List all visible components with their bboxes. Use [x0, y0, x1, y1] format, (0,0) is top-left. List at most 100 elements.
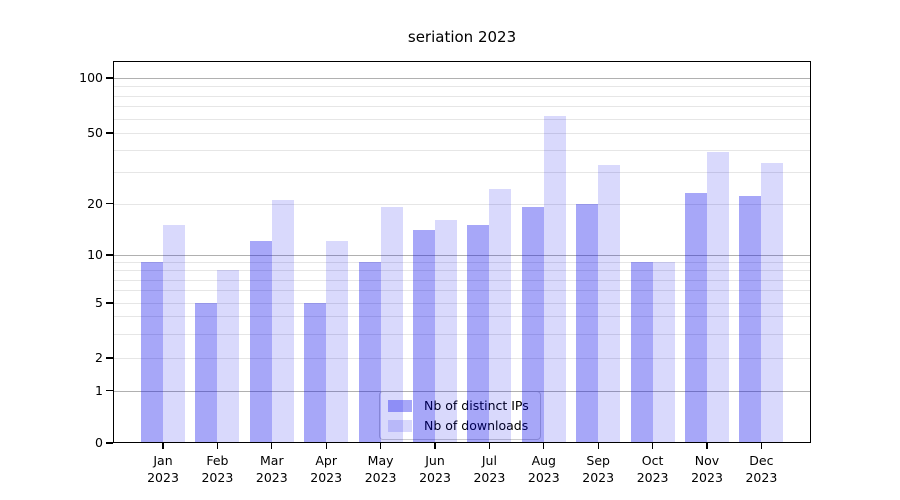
- x-tick-mark: [380, 443, 382, 449]
- x-tick-year: 2023: [745, 470, 778, 485]
- gridline-minor: [114, 150, 810, 152]
- bar-distinct-ips-nov: [685, 192, 707, 442]
- y-tick-label: 50: [87, 125, 103, 140]
- bar-downloads-dec: [761, 162, 784, 442]
- y-tick-label: 2: [95, 350, 103, 365]
- x-tick-mark: [162, 443, 164, 449]
- gridline-minor: [114, 95, 810, 97]
- y-tick-mark: [106, 132, 113, 134]
- x-tick-label-mar: Mar 2023: [242, 452, 302, 486]
- x-tick-mark: [652, 443, 654, 449]
- x-tick-mark: [597, 443, 599, 449]
- legend: Nb of distinct IPs Nb of downloads: [379, 391, 541, 440]
- gridline-minor: [114, 203, 810, 205]
- x-tick-month: Nov: [694, 453, 720, 468]
- x-tick-label-feb: Feb 2023: [187, 452, 247, 486]
- x-tick-label-jan: Jan 2023: [133, 452, 193, 486]
- x-tick-month: Jan: [153, 453, 173, 468]
- x-tick-month: Sep: [586, 453, 610, 468]
- bar-downloads-sep: [598, 164, 621, 442]
- plot-area: Nb of distinct IPs Nb of downloads: [113, 61, 811, 443]
- x-tick-label-apr: Apr 2023: [296, 452, 356, 486]
- bar-downloads-apr: [326, 241, 349, 442]
- bar-downloads-may: [380, 207, 403, 442]
- x-tick-year: 2023: [364, 470, 397, 485]
- x-tick-mark: [271, 443, 273, 449]
- x-tick-year: 2023: [582, 470, 615, 485]
- x-tick-month: Apr: [315, 453, 337, 468]
- gridline-minor: [114, 106, 810, 108]
- gridline-minor: [114, 133, 810, 134]
- bar-downloads-jun: [435, 220, 457, 442]
- bar-downloads-jan: [163, 224, 185, 442]
- x-tick-mark: [216, 443, 218, 449]
- bar-distinct-ips-feb: [195, 303, 218, 442]
- legend-label-distinct-ips: Nb of distinct IPs: [424, 398, 529, 413]
- y-tick-mark: [106, 357, 113, 359]
- y-tick-label: 1: [95, 382, 103, 398]
- gridline-minor: [114, 316, 810, 318]
- x-tick-year: 2023: [527, 470, 560, 485]
- y-tick-mark: [106, 389, 113, 392]
- bar-distinct-ips-aug: [521, 207, 544, 442]
- x-tick-month: Oct: [641, 453, 664, 468]
- y-tick-mark: [106, 442, 113, 444]
- x-tick-month: Jun: [425, 453, 445, 468]
- legend-swatch-distinct-ips: [388, 399, 412, 412]
- bar-distinct-ips-jan: [141, 262, 163, 442]
- x-tick-label-jun: Jun 2023: [405, 452, 465, 486]
- x-tick-mark: [760, 443, 762, 449]
- gridline-minor: [114, 172, 810, 174]
- x-tick-year: 2023: [419, 470, 451, 485]
- gridline-minor: [114, 333, 810, 335]
- gridline-major: [114, 255, 810, 256]
- bar-distinct-ips-oct: [630, 262, 653, 442]
- x-tick-month: Dec: [749, 453, 774, 468]
- legend-label-downloads: Nb of downloads: [424, 418, 529, 433]
- gridline-minor: [114, 290, 810, 292]
- x-tick-month: Mar: [260, 453, 284, 468]
- x-tick-month: Aug: [531, 453, 556, 468]
- y-tick-mark: [106, 202, 113, 205]
- gridline-major: [114, 78, 810, 79]
- x-tick-label-dec: Dec 2023: [731, 452, 791, 486]
- x-tick-year: 2023: [473, 470, 506, 485]
- y-tick-label: 5: [95, 295, 103, 310]
- bar-distinct-ips-may: [358, 262, 381, 442]
- x-tick-mark: [325, 443, 327, 449]
- x-tick-year: 2023: [691, 470, 723, 485]
- x-tick-label-aug: Aug 2023: [514, 452, 574, 486]
- y-tick-label: 100: [79, 70, 103, 85]
- gridline-minor: [114, 270, 810, 272]
- bar-downloads-jul: [489, 189, 512, 442]
- x-tick-mark: [706, 443, 708, 449]
- y-tick-mark: [106, 254, 113, 256]
- bar-downloads-mar: [271, 199, 294, 442]
- x-tick-year: 2023: [147, 470, 179, 485]
- x-tick-year: 2023: [636, 470, 669, 485]
- bar-distinct-ips-jun: [413, 230, 435, 442]
- x-tick-year: 2023: [255, 470, 288, 485]
- bar-distinct-ips-apr: [304, 303, 327, 442]
- bar-downloads-aug: [543, 115, 566, 442]
- x-tick-label-nov: Nov 2023: [677, 452, 737, 486]
- gridline-minor: [114, 279, 810, 281]
- legend-swatch-downloads: [388, 419, 412, 432]
- legend-item-distinct-ips: Nb of distinct IPs: [388, 398, 529, 413]
- gridline-minor: [114, 86, 810, 88]
- bar-downloads-oct: [652, 262, 675, 442]
- x-tick-year: 2023: [310, 470, 343, 485]
- x-tick-mark: [488, 443, 490, 449]
- y-tick-label: 20: [87, 195, 103, 211]
- x-tick-mark: [434, 443, 436, 449]
- y-tick-mark: [106, 302, 113, 304]
- x-tick-month: Jul: [481, 453, 497, 468]
- x-tick-month: May: [367, 453, 394, 468]
- bar-downloads-feb: [217, 270, 240, 442]
- x-tick-mark: [543, 443, 545, 449]
- bar-downloads-nov: [707, 152, 729, 442]
- gridline-minor: [114, 118, 810, 120]
- y-tick-label: 0: [95, 435, 103, 450]
- x-tick-label-sep: Sep 2023: [568, 452, 628, 486]
